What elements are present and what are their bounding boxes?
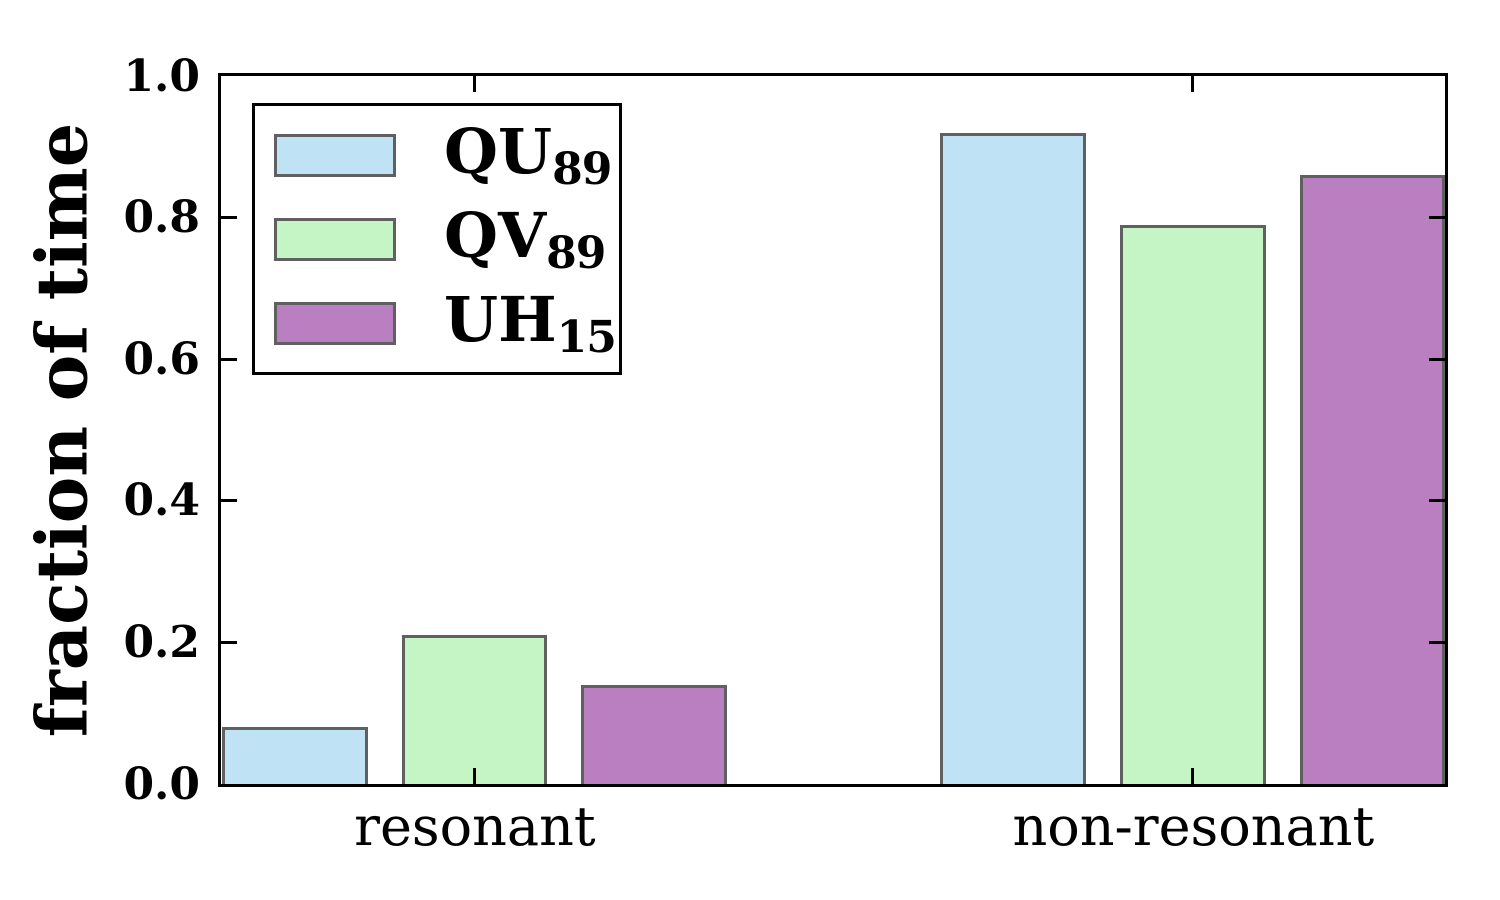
y-tick (221, 216, 237, 220)
legend-label-base: QU (444, 114, 553, 188)
bar-UH_15-non-resonant (1299, 175, 1446, 784)
legend-swatch-qu89 (274, 133, 396, 177)
legend-label-subscript: 89 (552, 143, 612, 195)
legend-row: QU89 (255, 113, 619, 197)
y-tick-label: 0.6 (123, 333, 200, 385)
y-tick (1429, 499, 1445, 503)
y-tick-label: 0.2 (123, 616, 200, 668)
x-tick (472, 768, 476, 784)
legend-label-qu89: QU89 (444, 120, 612, 195)
y-tick (1429, 216, 1445, 220)
bar-QU_89-resonant (221, 727, 368, 784)
x-tick-label: non-resonant (1012, 795, 1375, 858)
bar-QU_89-non-resonant (940, 132, 1087, 784)
legend-row: QV89 (255, 197, 619, 281)
legend-label-base: QV (444, 198, 547, 272)
x-tick (1191, 768, 1195, 784)
y-tick (1429, 357, 1445, 361)
legend-label-subscript: 89 (546, 227, 606, 279)
legend-swatch-uh15 (274, 301, 396, 345)
y-tick (221, 499, 237, 503)
legend-label-base: UH (444, 282, 557, 356)
y-tick-label: 1.0 (123, 50, 200, 102)
x-tick-label: resonant (354, 795, 596, 858)
bar-UH_15-resonant (581, 684, 727, 784)
y-tick (221, 640, 237, 644)
y-tick-label: 0.0 (123, 758, 200, 810)
legend-row: UH15 (255, 281, 619, 365)
x-tick (1191, 76, 1195, 92)
y-tick-label: 0.4 (123, 475, 200, 527)
bar-QV_89-non-resonant (1120, 224, 1266, 784)
legend: QU89 QV89 UH15 (252, 103, 622, 375)
x-tick (472, 76, 476, 92)
y-tick (221, 357, 237, 361)
legend-swatch-qv89 (274, 217, 396, 261)
legend-label-uh15: UH15 (444, 288, 617, 363)
bar-QV_89-resonant (401, 635, 548, 784)
y-tick-label: 0.8 (123, 192, 200, 244)
legend-label-subscript: 15 (556, 311, 617, 363)
y-tick (1429, 640, 1445, 644)
legend-label-qv89: QV89 (444, 204, 606, 279)
plot-area: QU89 QV89 UH15 (218, 73, 1448, 787)
